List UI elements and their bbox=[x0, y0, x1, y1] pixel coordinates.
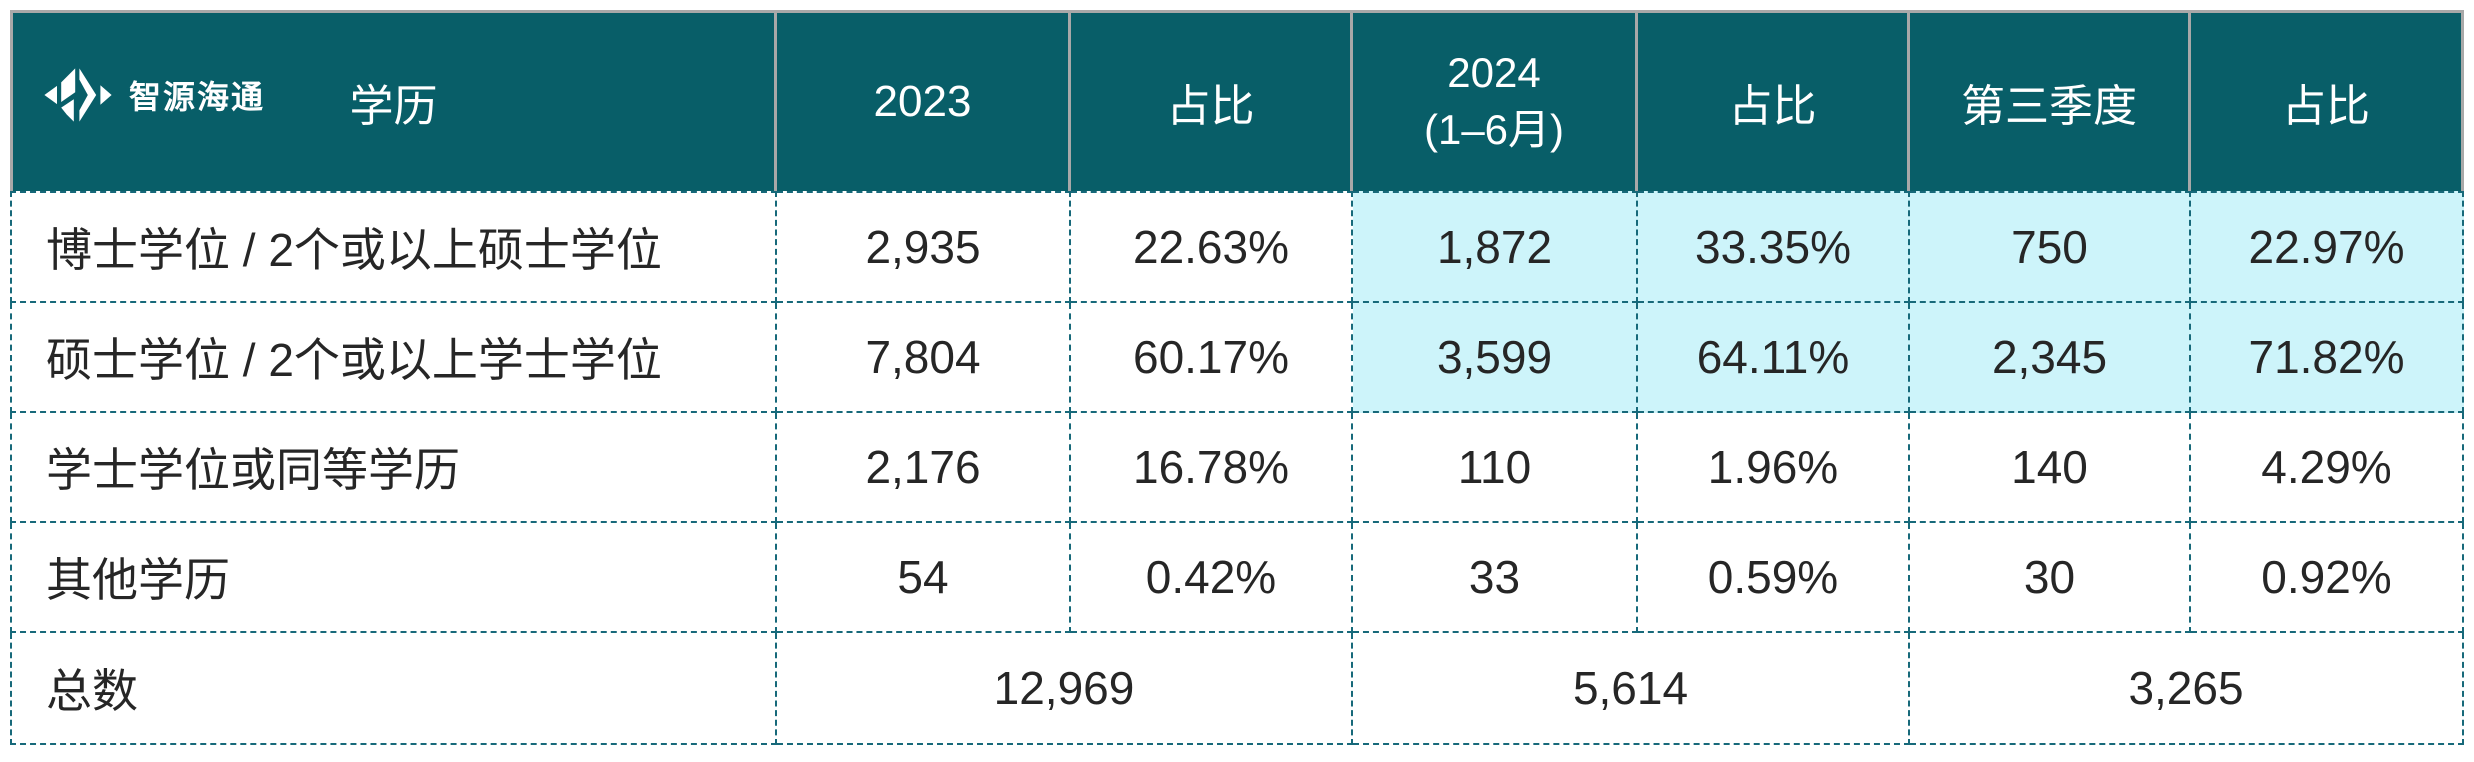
table-row-doctorate: 博士学位 / 2个或以上硕士学位 2,935 22.63% 1,872 33.3… bbox=[10, 191, 2464, 303]
brand-lockup: 智源海通 bbox=[43, 53, 265, 137]
education-label: 学士学位或同等学历 bbox=[10, 413, 777, 523]
total-2024: 5,614 bbox=[1353, 633, 1910, 745]
brand-logo-icon bbox=[44, 68, 112, 122]
ratio-2023: 60.17% bbox=[1071, 303, 1353, 413]
value-q3: 750 bbox=[1910, 191, 2191, 303]
value-2024: 1,872 bbox=[1353, 191, 1638, 303]
column-label-ratio-2023: 占比 bbox=[1166, 82, 1255, 131]
total-q3: 3,265 bbox=[1910, 633, 2464, 745]
ratio-2024: 1.96% bbox=[1638, 413, 1910, 523]
value-q3: 140 bbox=[1910, 413, 2191, 523]
value-2023: 2,176 bbox=[777, 413, 1071, 523]
column-label-2024-year: 2024 bbox=[1447, 49, 1541, 97]
ratio-q3: 0.92% bbox=[2191, 523, 2464, 633]
header-cell-2024: 2024 (1–6月) bbox=[1353, 10, 1638, 191]
value-2023: 54 bbox=[777, 523, 1071, 633]
total-label: 总数 bbox=[10, 633, 777, 745]
header-cell-ratio-2023: 占比 bbox=[1071, 10, 1353, 191]
value-2024: 33 bbox=[1353, 523, 1638, 633]
value-2023: 7,804 bbox=[777, 303, 1071, 413]
value-2023: 2,935 bbox=[777, 191, 1071, 303]
ratio-2023: 22.63% bbox=[1071, 191, 1353, 303]
ratio-q3: 4.29% bbox=[2191, 413, 2464, 523]
ratio-2024: 0.59% bbox=[1638, 523, 1910, 633]
header-cell-education: 智源海通 学历 bbox=[10, 10, 777, 191]
ratio-2024: 64.11% bbox=[1638, 303, 1910, 413]
value-q3: 2,345 bbox=[1910, 303, 2191, 413]
column-label-2024: 2024 (1–6月) bbox=[1353, 45, 1635, 158]
column-label-q3: 第三季度 bbox=[1961, 82, 2137, 131]
table-body: 博士学位 / 2个或以上硕士学位 2,935 22.63% 1,872 33.3… bbox=[10, 191, 2464, 745]
column-label-ratio-2024: 占比 bbox=[1728, 82, 1817, 131]
table-row-other: 其他学历 54 0.42% 33 0.59% 30 0.92% bbox=[10, 523, 2464, 633]
value-2024: 3,599 bbox=[1353, 303, 1638, 413]
table-row-bachelor: 学士学位或同等学历 2,176 16.78% 110 1.96% 140 4.2… bbox=[10, 413, 2464, 523]
ratio-2024: 33.35% bbox=[1638, 191, 1910, 303]
ratio-2023: 0.42% bbox=[1071, 523, 1353, 633]
education-label: 其他学历 bbox=[10, 523, 777, 633]
header-cell-ratio-q3: 占比 bbox=[2191, 10, 2464, 191]
education-label: 博士学位 / 2个或以上硕士学位 bbox=[10, 191, 777, 303]
table-row-total: 总数 12,969 5,614 3,265 bbox=[10, 633, 2464, 745]
table-header: 智源海通 学历 2023 占比 2024 (1–6月) 占比 bbox=[10, 10, 2464, 191]
ratio-2023: 16.78% bbox=[1071, 413, 1353, 523]
header-cell-2023: 2023 bbox=[777, 10, 1071, 191]
education-table: 智源海通 学历 2023 占比 2024 (1–6月) 占比 bbox=[10, 10, 2464, 745]
brand-name: 智源海通 bbox=[129, 79, 266, 115]
column-label-ratio-q3: 占比 bbox=[2282, 82, 2370, 131]
header-row: 智源海通 学历 2023 占比 2024 (1–6月) 占比 bbox=[10, 10, 2464, 191]
ratio-q3: 22.97% bbox=[2191, 191, 2464, 303]
ratio-q3: 71.82% bbox=[2191, 303, 2464, 413]
header-cell-q3: 第三季度 bbox=[1910, 10, 2191, 191]
value-q3: 30 bbox=[1910, 523, 2191, 633]
total-2023: 12,969 bbox=[777, 633, 1353, 745]
value-2024: 110 bbox=[1353, 413, 1638, 523]
table-row-masters: 硕士学位 / 2个或以上学士学位 7,804 60.17% 3,599 64.1… bbox=[10, 303, 2464, 413]
education-label: 硕士学位 / 2个或以上学士学位 bbox=[10, 303, 777, 413]
column-label-education: 学历 bbox=[349, 82, 438, 131]
column-label-2023: 2023 bbox=[873, 77, 972, 126]
header-cell-ratio-2024: 占比 bbox=[1638, 10, 1910, 191]
column-label-2024-months: (1–6月) bbox=[1423, 106, 1565, 153]
